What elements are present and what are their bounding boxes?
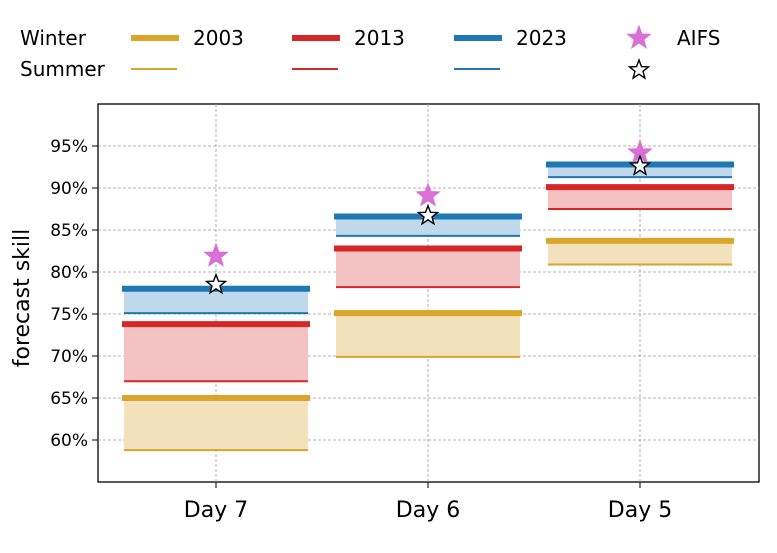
y-tick-label: 80%	[50, 263, 88, 283]
y-tick-label: 90%	[50, 179, 88, 199]
legend-aifs-label: AIFS	[677, 26, 720, 50]
legend-2013-label: 2013	[354, 26, 405, 50]
range-fill-2013	[548, 187, 732, 209]
x-tick-label: Day 7	[184, 498, 248, 523]
y-axis-label: forecast skill	[10, 229, 35, 368]
legend-aifs-winter-star-icon	[626, 24, 652, 49]
legend-winter-label: Winter	[20, 26, 87, 50]
aifs-summer-star	[628, 154, 652, 176]
legend: Winter Summer 2003 2013 2023 AIFS	[20, 24, 720, 81]
x-tick-label: Day 6	[396, 498, 460, 523]
range-fill-2023	[336, 216, 520, 236]
y-tick-label: 65%	[50, 389, 88, 409]
aifs-winter-star	[203, 242, 229, 267]
aifs-summer-star	[416, 203, 440, 226]
range-fill-2013	[336, 248, 520, 288]
legend-2003-label: 2003	[193, 26, 244, 50]
ticks: 60% 65% 70% 75% 80% 85% 90% 95% Day 7 Day 6 Day 5	[50, 137, 672, 523]
range-fill-2003	[548, 240, 732, 265]
y-tick-label: 75%	[50, 305, 88, 325]
aifs-winter-star	[415, 182, 441, 207]
data-layer	[122, 139, 734, 452]
range-fill-2023	[124, 288, 308, 314]
range-fill-2003	[124, 398, 308, 451]
y-tick-label: 95%	[50, 137, 88, 157]
legend-2023-label: 2023	[516, 26, 567, 50]
range-fill-2013	[124, 324, 308, 382]
y-tick-label: 70%	[50, 347, 88, 367]
legend-aifs-summer-star-icon	[627, 58, 651, 80]
y-tick-label: 85%	[50, 221, 88, 241]
range-fill-2003	[336, 313, 520, 357]
legend-summer-label: Summer	[20, 57, 106, 81]
x-tick-label: Day 5	[608, 498, 672, 523]
y-tick-label: 60%	[50, 431, 88, 451]
aifs-summer-star	[204, 272, 228, 295]
